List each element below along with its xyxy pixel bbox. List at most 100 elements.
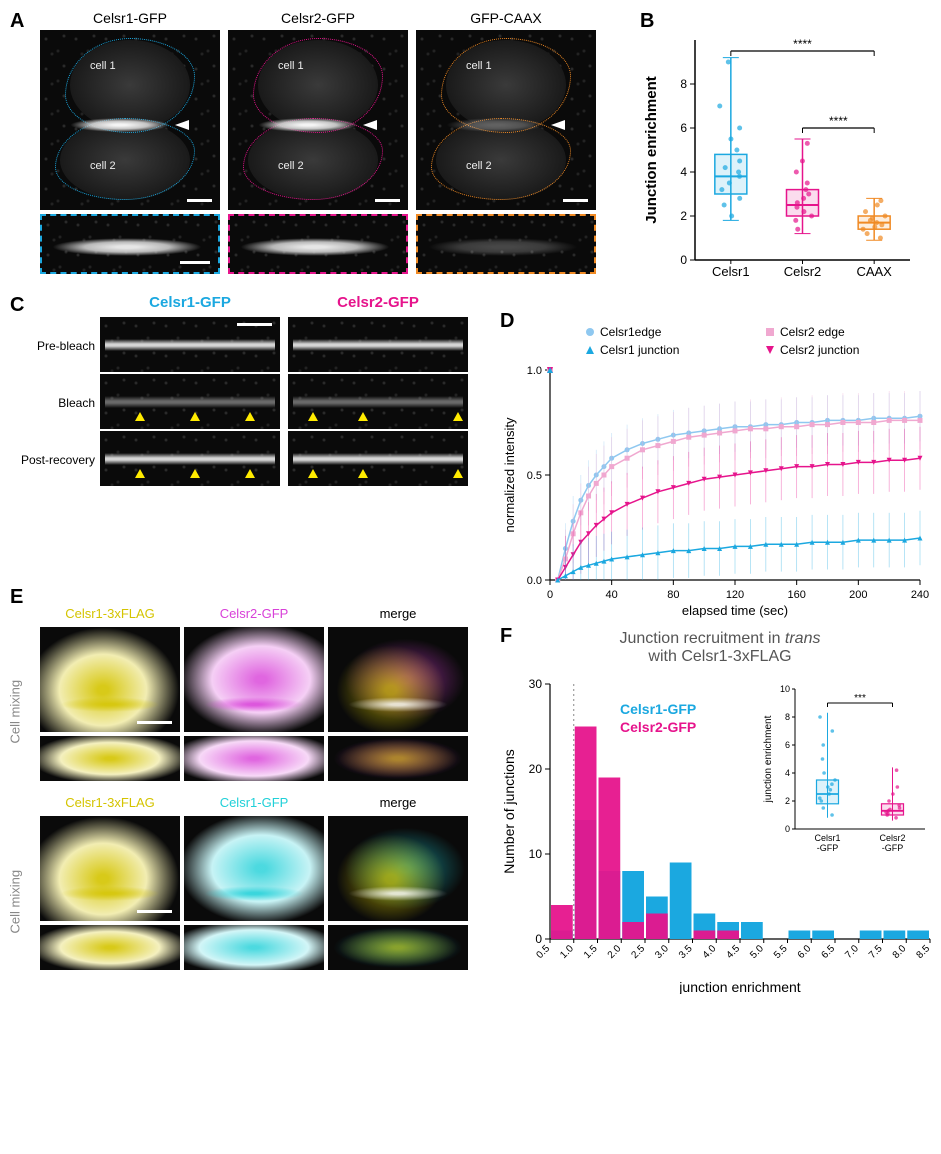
svg-text:6.0: 6.0 <box>796 943 814 961</box>
svg-text:Celsr1edge: Celsr1edge <box>600 325 662 339</box>
svg-text:2.0: 2.0 <box>606 943 624 961</box>
svg-text:7.0: 7.0 <box>843 943 861 961</box>
svg-text:4.0: 4.0 <box>701 943 719 961</box>
fluorescence-image <box>40 627 180 732</box>
panel-e-title: Celsr1-3xFLAG <box>40 795 180 810</box>
svg-text:5.5: 5.5 <box>772 943 790 961</box>
panel-a-col-title: Celsr1-GFP <box>93 10 167 26</box>
svg-text:***: *** <box>854 693 866 704</box>
micrograph-zoom <box>40 214 220 274</box>
frap-image <box>288 317 468 372</box>
panel-b-chart: 0 2 4 6 8 Junction enrichment Celsr1 Celsr2 CAAX… <box>640 10 920 290</box>
svg-text:240: 240 <box>911 589 929 601</box>
panel-c-column: Celsr1-GFP <box>100 294 280 486</box>
svg-text:****: **** <box>829 114 848 128</box>
micrograph: cell 1 cell 2 <box>416 30 596 210</box>
f-title-2: with Celsr1-3xFLAG <box>648 648 791 665</box>
svg-text:0: 0 <box>785 824 790 834</box>
svg-text:CAAX: CAAX <box>856 264 892 279</box>
svg-text:Celsr2 edge: Celsr2 edge <box>780 325 845 339</box>
svg-text:0.5: 0.5 <box>527 470 542 482</box>
svg-text:Celsr1-GFP: Celsr1-GFP <box>620 701 696 717</box>
cell-mixing-label: Cell mixing <box>8 644 23 744</box>
panel-c-row-label: Bleach <box>15 396 95 410</box>
svg-text:8: 8 <box>785 712 790 722</box>
svg-text:2: 2 <box>680 209 687 223</box>
svg-text:Number of junctions: Number of junctions <box>501 749 517 874</box>
svg-text:junction enrichment: junction enrichment <box>678 979 801 994</box>
frap-image <box>100 317 280 372</box>
fluorescence-zoom <box>40 736 180 781</box>
panel-a-label: A <box>10 10 24 33</box>
panel-e-title: Celsr2-GFP <box>184 606 324 621</box>
panel-b: B 0 2 4 6 8 Junction enrichment Celsr1 Celsr2 CA… <box>640 10 920 290</box>
fluorescence-image <box>184 816 324 921</box>
svg-text:normalized intensity: normalized intensity <box>502 417 517 532</box>
svg-text:1.0: 1.0 <box>527 365 542 377</box>
svg-text:10: 10 <box>529 847 543 861</box>
frap-image <box>288 431 468 486</box>
svg-text:6: 6 <box>680 121 687 135</box>
fluorescence-zoom <box>328 736 468 781</box>
svg-text:****: **** <box>793 37 812 51</box>
svg-text:4.5: 4.5 <box>725 943 743 961</box>
svg-text:20: 20 <box>529 762 543 776</box>
svg-text:Celsr2: Celsr2 <box>879 833 905 843</box>
cell-mixing-label: Cell mixing <box>8 834 23 934</box>
svg-text:-GFP: -GFP <box>882 843 904 853</box>
panel-c-label: C <box>10 294 24 317</box>
frap-image <box>100 374 280 429</box>
svg-text:3.5: 3.5 <box>677 943 695 961</box>
f-title-italic: trans <box>785 630 821 647</box>
panel-d: D 040801201602002400.00.51.0elapsed time… <box>500 320 930 600</box>
svg-text:4: 4 <box>680 165 687 179</box>
panel-c-row-label: Post-recovery <box>15 453 95 467</box>
svg-text:-GFP: -GFP <box>817 843 839 853</box>
svg-text:3.0: 3.0 <box>653 943 671 961</box>
panel-d-chart: 040801201602002400.00.51.0elapsed time (… <box>500 320 930 620</box>
panel-c-col-title: Celsr1-GFP <box>100 294 280 311</box>
panel-d-label: D <box>500 310 514 333</box>
fluorescence-zoom <box>40 925 180 970</box>
svg-text:8: 8 <box>680 77 687 91</box>
figure-root: A Celsr1-GFP cell 1 cell 2 Celsr2-GFP ce… <box>10 10 931 970</box>
svg-text:200: 200 <box>849 589 867 601</box>
panel-f-label: F <box>500 625 512 648</box>
svg-text:7.5: 7.5 <box>867 943 885 961</box>
svg-text:4: 4 <box>785 768 790 778</box>
svg-text:Celsr1: Celsr1 <box>712 264 750 279</box>
panel-c-row-label: Pre-bleach <box>15 339 95 353</box>
fluorescence-image <box>40 816 180 921</box>
svg-text:0: 0 <box>547 589 553 601</box>
fluorescence-image <box>328 627 468 732</box>
svg-text:1.5: 1.5 <box>582 943 600 961</box>
svg-text:8.0: 8.0 <box>891 943 909 961</box>
svg-text:120: 120 <box>726 589 744 601</box>
micrograph: cell 1 cell 2 <box>40 30 220 210</box>
panel-e-title: Celsr1-3xFLAG <box>40 606 180 621</box>
panel-b-label: B <box>640 10 654 33</box>
panel-e-title: merge <box>328 795 468 810</box>
fluorescence-zoom <box>328 925 468 970</box>
svg-text:Celsr2: Celsr2 <box>784 264 822 279</box>
svg-text:30: 30 <box>529 677 543 691</box>
panel-c-column: Celsr2-GFP <box>288 294 468 486</box>
frap-image <box>100 431 280 486</box>
panel-e-title: Celsr1-GFP <box>184 795 324 810</box>
panel-e-title: merge <box>328 606 468 621</box>
svg-text:0: 0 <box>680 253 687 267</box>
panel-f-title: Junction recruitment in trans with Celsr… <box>500 630 940 666</box>
panel-a-column: GFP-CAAX cell 1 cell 2 <box>416 10 596 274</box>
svg-text:6: 6 <box>785 740 790 750</box>
svg-text:6.5: 6.5 <box>820 943 838 961</box>
svg-text:160: 160 <box>787 589 805 601</box>
svg-text:5.0: 5.0 <box>748 943 766 961</box>
svg-text:40: 40 <box>606 589 618 601</box>
micrograph-zoom <box>228 214 408 274</box>
panel-a-col-title: Celsr2-GFP <box>281 10 355 26</box>
fluorescence-image <box>328 816 468 921</box>
f-title-1: Junction recruitment in <box>620 630 785 647</box>
fluorescence-zoom <box>184 925 324 970</box>
svg-text:Junction enrichment: Junction enrichment <box>643 76 660 224</box>
svg-text:junction enrichment: junction enrichment <box>763 715 774 803</box>
